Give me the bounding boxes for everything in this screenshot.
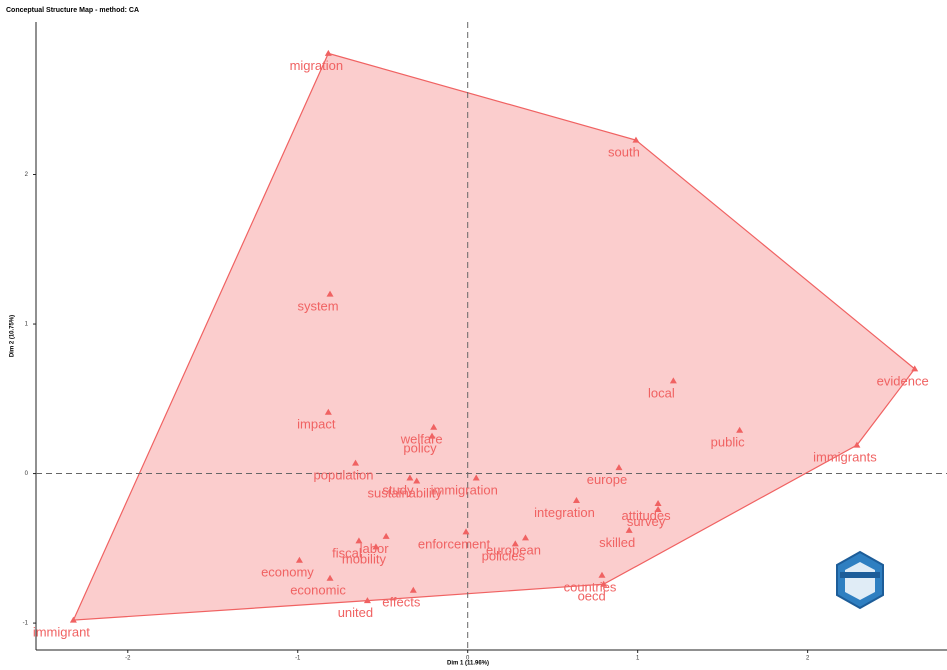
point: [428, 432, 436, 439]
point: [69, 616, 77, 623]
point: [352, 459, 360, 466]
point-label: integration: [534, 505, 595, 520]
x-tick-label: 1: [636, 656, 640, 662]
point-label: sustainability: [367, 485, 442, 500]
point: [521, 534, 529, 541]
point-label: system: [297, 299, 338, 314]
point: [363, 597, 371, 604]
point: [406, 474, 414, 481]
point-label: fiscal: [332, 545, 362, 560]
point: [472, 474, 480, 481]
hull: [72, 52, 916, 621]
point-label: policy: [403, 441, 437, 456]
point: [324, 49, 332, 56]
x-axis-label: Dim 1 (11.96%): [447, 661, 489, 667]
point-label: economic: [290, 583, 346, 598]
y-tick-label: -1: [23, 621, 29, 627]
point: [462, 528, 470, 535]
x-tick-label: -2: [125, 656, 131, 662]
point-label: skilled: [599, 535, 635, 550]
point-label: mobility: [342, 551, 387, 566]
point: [409, 586, 417, 593]
point: [853, 441, 861, 448]
point: [413, 477, 421, 484]
point: [615, 464, 623, 471]
x-tick-label: -1: [295, 656, 301, 662]
point: [372, 543, 380, 550]
point: [654, 499, 662, 506]
point: [295, 556, 303, 563]
point: [632, 136, 640, 143]
y-axis-label: Dim 2 (10.75%): [10, 315, 16, 357]
point: [625, 526, 633, 533]
point-label: europe: [587, 472, 627, 487]
point-label: study: [382, 482, 414, 497]
y-tick-label: 0: [25, 471, 29, 477]
x-tick-label: 2: [806, 656, 810, 662]
point: [430, 423, 438, 430]
point-label: evidence: [877, 373, 929, 388]
point: [598, 571, 606, 578]
point-label: policies: [482, 548, 526, 563]
point-label: immigrants: [813, 450, 877, 465]
point-label: effects: [382, 595, 421, 610]
point-label: survey: [627, 514, 666, 529]
point-label: economy: [261, 565, 314, 580]
point: [382, 532, 390, 539]
point: [654, 505, 662, 512]
chart-title: Conceptual Structure Map - method: CA: [6, 7, 139, 14]
point-label: countries: [564, 580, 617, 595]
point: [511, 540, 519, 547]
point-label: united: [338, 605, 373, 620]
point: [736, 426, 744, 433]
logo: [836, 550, 884, 610]
point: [911, 365, 919, 372]
point-label: impact: [297, 417, 336, 432]
point-label: oecd: [578, 589, 606, 604]
point-label: immigration: [431, 482, 498, 497]
point: [326, 574, 334, 581]
point: [572, 496, 580, 503]
point-label: south: [608, 145, 640, 160]
point: [669, 377, 677, 384]
point: [600, 580, 608, 587]
point-label: local: [648, 385, 675, 400]
x-tick-label: 0: [466, 656, 470, 662]
point-label: population: [314, 468, 374, 483]
point: [326, 290, 334, 297]
point-label: immigrant: [33, 625, 90, 640]
y-tick-label: 1: [25, 322, 29, 328]
point-label: european: [486, 542, 541, 557]
point-label: migration: [290, 58, 343, 73]
point-label: enforcement: [418, 536, 491, 551]
point: [324, 408, 332, 415]
y-tick-label: 2: [25, 172, 29, 178]
point: [355, 537, 363, 544]
point-label: public: [711, 435, 745, 450]
